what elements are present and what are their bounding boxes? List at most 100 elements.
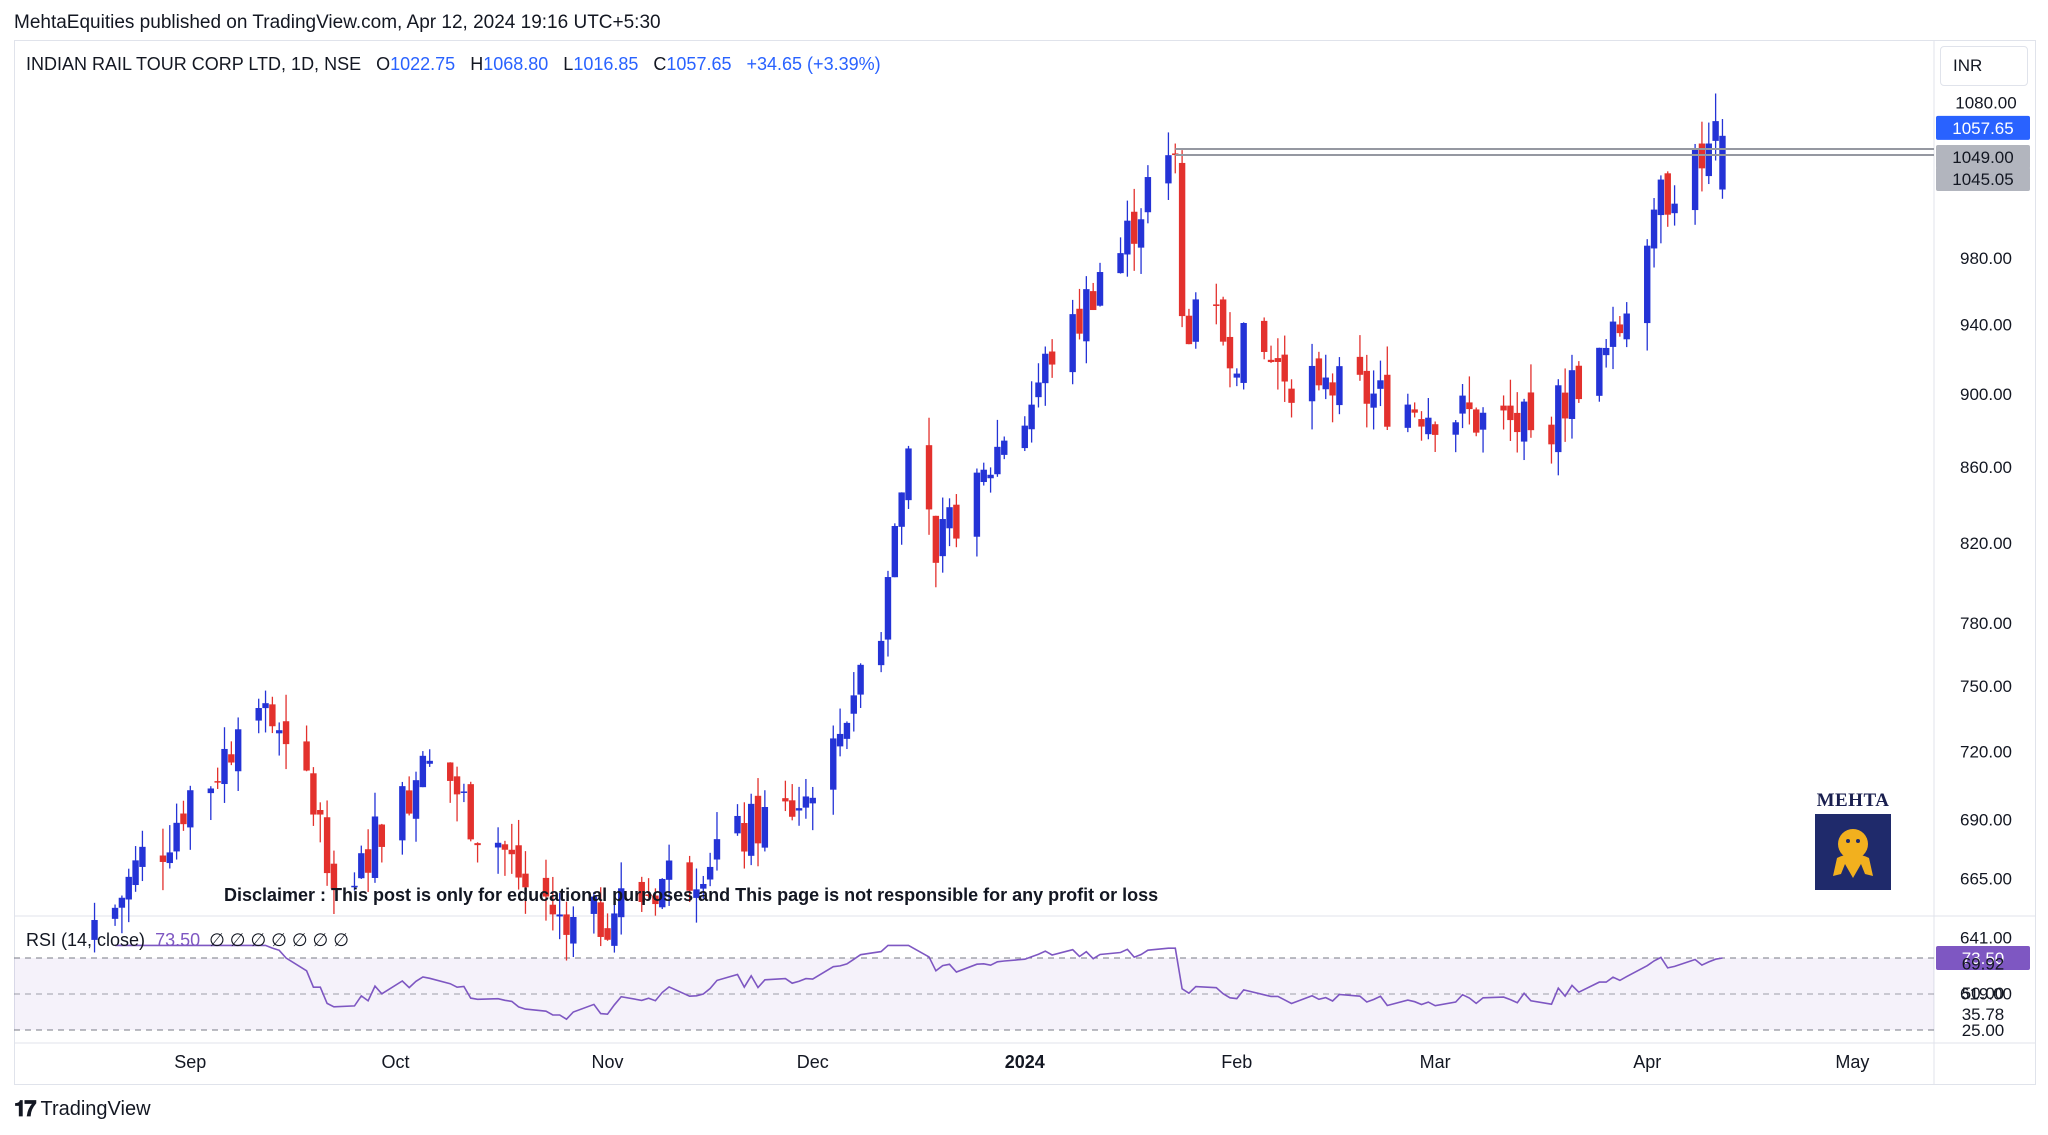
candle-body — [563, 914, 570, 935]
candle-body — [1329, 382, 1336, 396]
candle-body — [604, 928, 611, 940]
candle-body — [1028, 404, 1035, 430]
price-tag — [1936, 167, 2030, 192]
candle-body — [693, 889, 700, 898]
x-tick-label: Mar — [1420, 1052, 1451, 1072]
candle-body — [1568, 370, 1576, 419]
candle-body — [734, 815, 741, 834]
candle-body — [180, 813, 187, 825]
price-tag-label: 1045.05 — [1952, 170, 2013, 189]
candle-body — [159, 855, 167, 862]
high-value: 1068.80 — [483, 54, 549, 74]
x-tick-label: Apr — [1633, 1052, 1661, 1072]
candle-body — [850, 695, 857, 714]
y-tick-label: 641.00 — [1960, 928, 2012, 947]
candle-body — [447, 762, 454, 781]
candle-body — [1404, 404, 1412, 428]
price-tag — [1936, 144, 2030, 169]
x-tick-label: Dec — [797, 1052, 829, 1072]
rsi-tick-label: 69.92 — [1962, 954, 2005, 973]
candle-body — [1288, 388, 1295, 403]
candle-body — [1500, 405, 1507, 411]
candle-body — [1384, 374, 1391, 427]
candle-body — [282, 721, 290, 745]
published-by-header: MehtaEquities published on TradingView.c… — [14, 12, 661, 33]
change-value: +34.65 (+3.39%) — [746, 54, 881, 74]
candle-body — [1096, 272, 1104, 306]
candle-body — [665, 860, 673, 880]
candle-body — [1705, 143, 1712, 177]
candle-body — [1425, 417, 1432, 435]
symbol-info-bar: INDIAN RAIL TOUR CORP LTD, 1D, NSE O1022… — [26, 54, 881, 75]
candle-body — [460, 791, 468, 793]
candle-body — [310, 773, 317, 815]
candle-body — [1548, 424, 1555, 445]
candle-body — [91, 920, 98, 940]
tradingview-footer[interactable]: 𝟏𝟕 TradingView — [14, 1096, 151, 1122]
candle-body — [1514, 412, 1521, 433]
candle-body — [932, 515, 940, 563]
candle-body — [508, 849, 515, 855]
candle-body — [405, 790, 413, 814]
y-tick-label: 720.00 — [1960, 742, 2012, 761]
low-value: 1016.85 — [573, 54, 639, 74]
candle-body — [645, 894, 652, 896]
candle-body — [419, 755, 427, 788]
candle-body — [597, 902, 604, 937]
candle-body — [946, 507, 953, 529]
candle-body — [221, 748, 228, 785]
candle-body — [501, 844, 509, 850]
candle-body — [741, 823, 748, 852]
candle-body — [789, 800, 796, 817]
candle-body — [1466, 402, 1473, 410]
candle-body — [1219, 299, 1227, 342]
candle-body — [1370, 393, 1377, 408]
candle-body — [330, 863, 338, 889]
candle-body — [713, 839, 721, 860]
candle-body — [276, 730, 283, 734]
candle-body — [843, 722, 851, 739]
candle-body — [1035, 382, 1042, 398]
candle-body — [809, 797, 816, 804]
candle-body — [1117, 253, 1124, 274]
candle-body — [132, 860, 139, 886]
candle-body — [1452, 422, 1459, 435]
currency-selector[interactable]: INR — [1940, 46, 2028, 86]
candle-body — [1616, 324, 1624, 334]
rsi-tick-label: 50.00 — [1962, 984, 2005, 1003]
candle-body — [399, 786, 406, 841]
candle-body — [1021, 425, 1028, 449]
candle-body — [1083, 289, 1090, 342]
candle-body — [1418, 419, 1425, 427]
candle-body — [351, 885, 358, 888]
candle-body — [207, 788, 215, 794]
candle-body — [1185, 315, 1193, 345]
candle-body — [1226, 336, 1234, 369]
candle-body — [303, 741, 310, 771]
disclaimer-text: Disclaimer : This post is only for educa… — [224, 885, 1159, 905]
candle-body — [802, 796, 810, 808]
candle-body — [1479, 412, 1487, 430]
candle-body — [1691, 149, 1699, 211]
open-value: 1022.75 — [390, 54, 456, 74]
candle-body — [234, 729, 242, 772]
candle-body — [139, 846, 146, 867]
candle-body — [830, 738, 837, 790]
candle-body — [939, 519, 946, 557]
candle-body — [515, 845, 522, 878]
candle-body — [542, 877, 550, 897]
candle-body — [412, 780, 420, 819]
candle-body — [358, 853, 365, 879]
candle-body — [214, 781, 221, 783]
candle-body — [1137, 219, 1145, 248]
y-tick-label: 750.00 — [1960, 677, 2012, 696]
rsi-legend[interactable]: RSI (14, close) 73.50 ∅ ∅ ∅ ∅ ∅ ∅ ∅ — [26, 930, 349, 951]
candle-body — [706, 866, 714, 880]
symbol-name[interactable]: INDIAN RAIL TOUR CORP LTD, 1D, NSE — [26, 54, 362, 74]
candle-body — [857, 664, 864, 695]
x-tick-label: Feb — [1221, 1052, 1252, 1072]
candle-body — [1561, 392, 1569, 419]
candle-body — [1356, 356, 1364, 375]
y-tick-label: 619.00 — [1960, 984, 2012, 1003]
